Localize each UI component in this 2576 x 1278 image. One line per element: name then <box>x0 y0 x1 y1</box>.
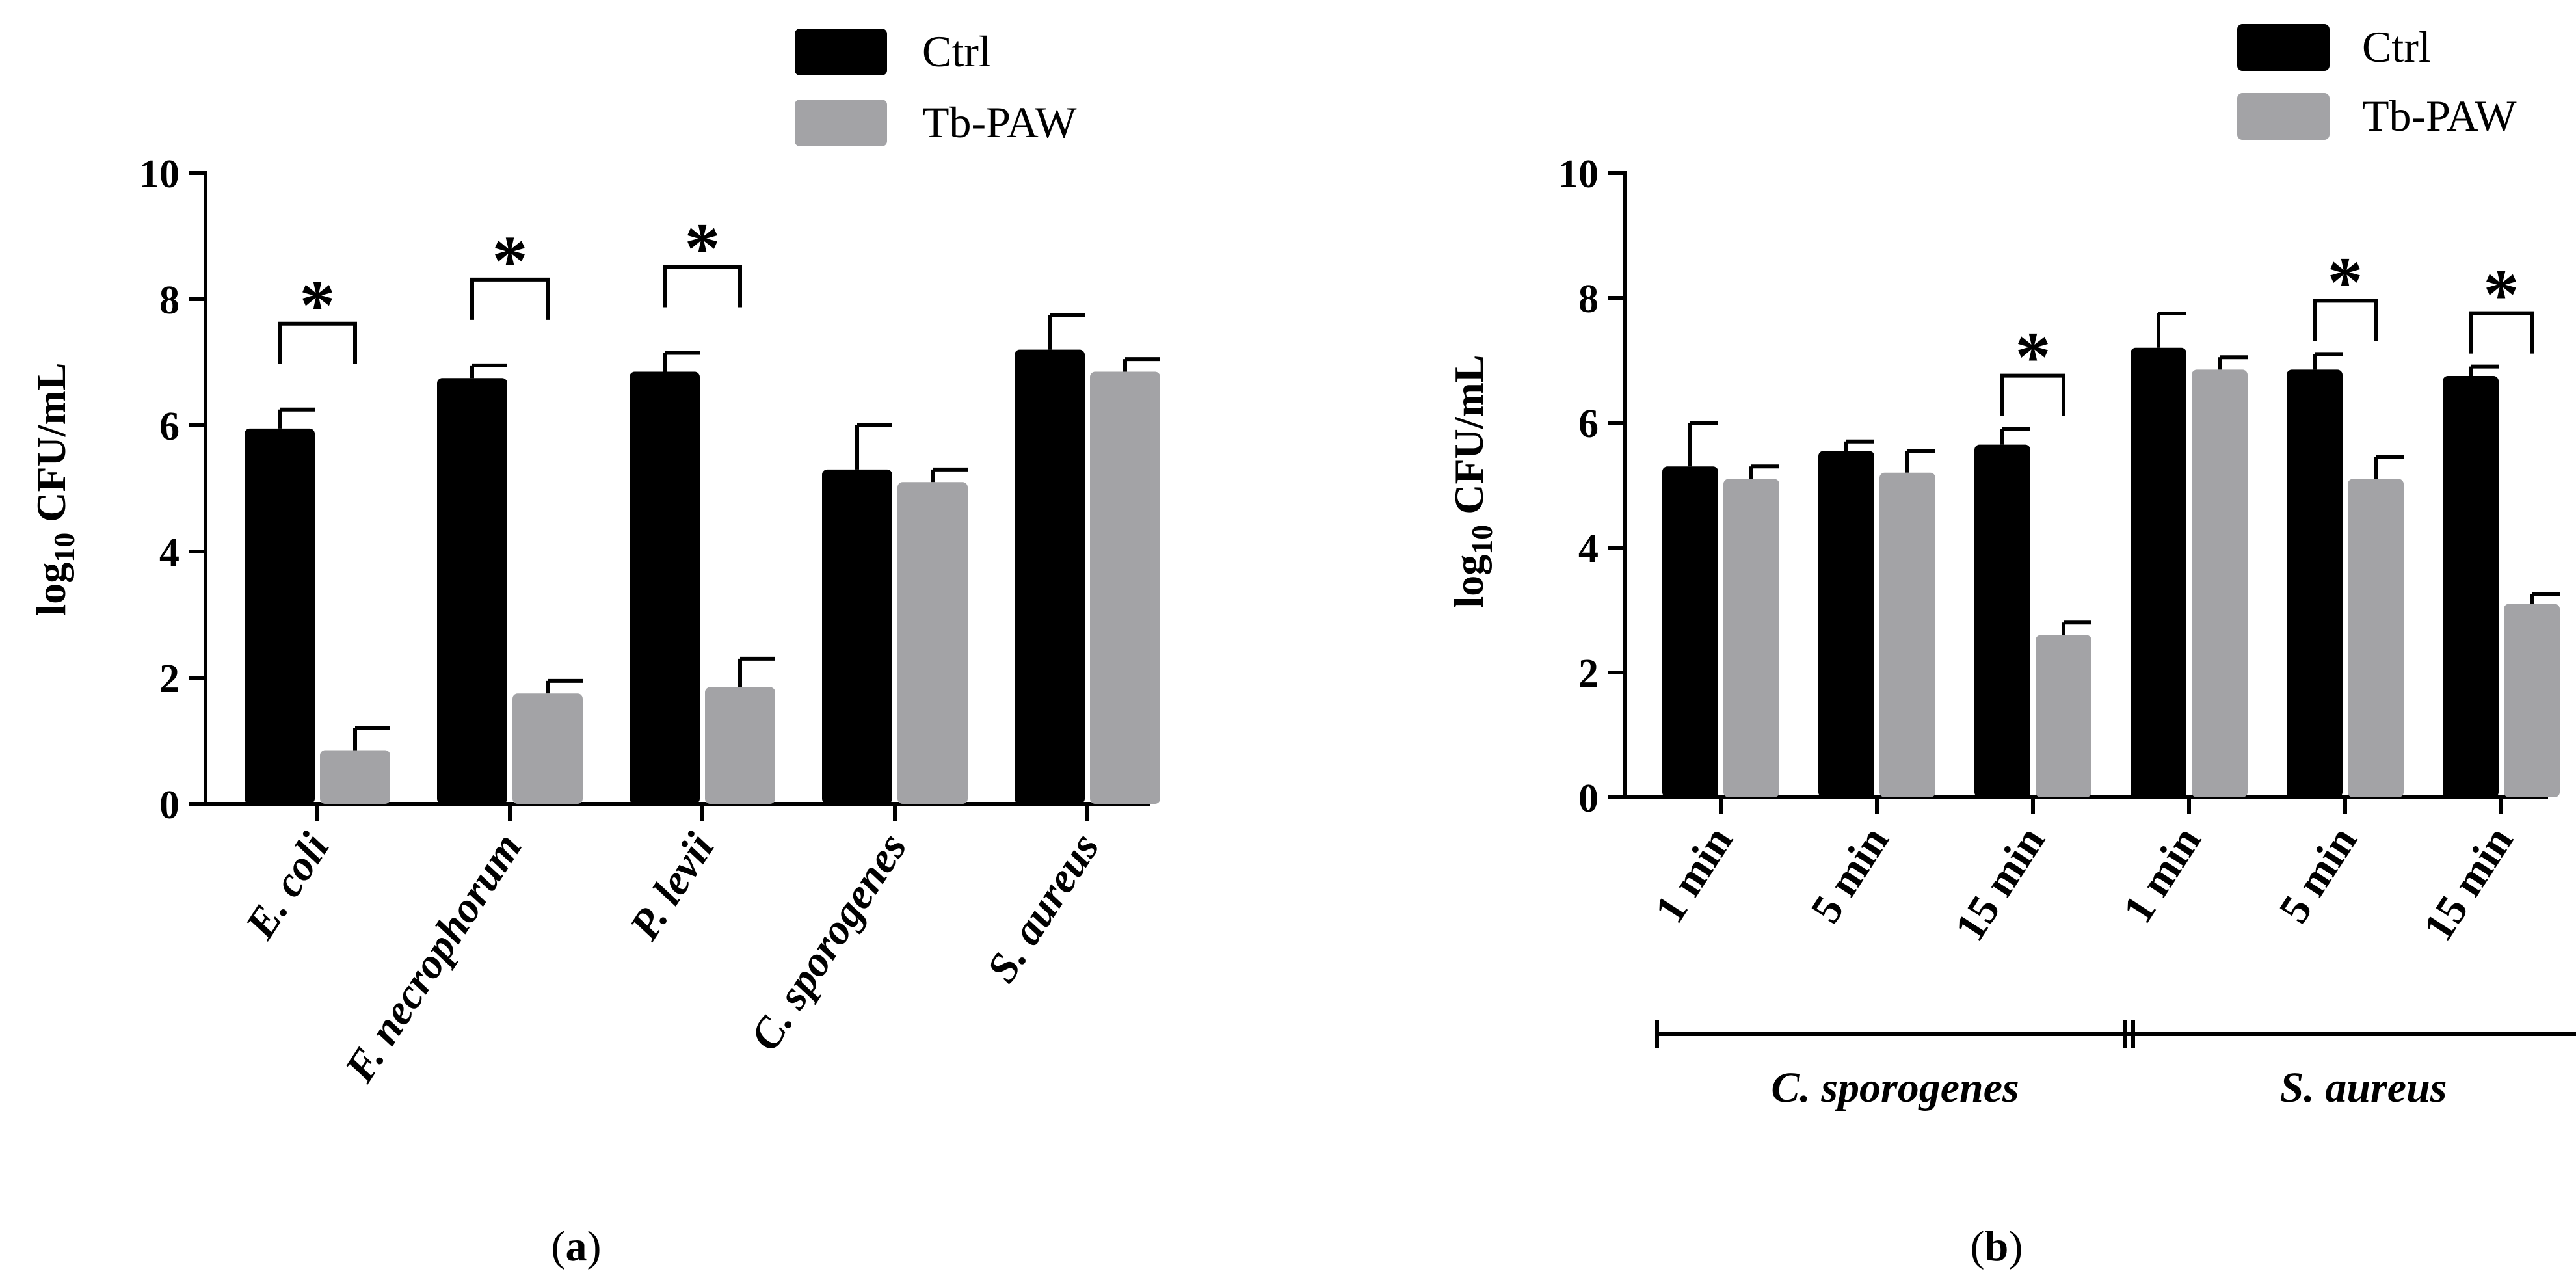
y-axis-label-main: log <box>1446 555 1492 608</box>
caption-close: ) <box>2008 1223 2023 1270</box>
bar-tbpaw <box>1723 479 1779 797</box>
panel-caption: (b) <box>1971 1223 2023 1270</box>
caption-close: ) <box>587 1223 602 1270</box>
y-tick-label: 6 <box>1578 402 1599 446</box>
bar-ctrl <box>2131 347 2186 797</box>
significance-bracket <box>2313 299 2378 341</box>
bar-ctrl <box>630 371 700 804</box>
significance-bracket <box>278 321 357 364</box>
legend-swatch-tbpaw <box>2237 93 2330 140</box>
legend-swatch-ctrl <box>795 29 887 75</box>
y-tick-label: 10 <box>139 152 179 196</box>
x-tick-label: S. aureus <box>978 825 1109 991</box>
x-tick-label: E. coli <box>236 825 339 948</box>
bar-tbpaw <box>705 687 775 804</box>
significance-star: * <box>492 221 528 300</box>
legend: Ctrl Tb-PAW <box>795 27 1077 147</box>
legend-label-tbpaw: Tb-PAW <box>922 98 1077 147</box>
caption-open: ( <box>1971 1223 1985 1270</box>
y-tick-label: 4 <box>159 531 179 575</box>
y-axis-label-rest: CFU/mL <box>28 362 74 532</box>
legend-swatch-ctrl <box>2237 24 2330 71</box>
y-axis-label-sub: 10 <box>47 533 81 563</box>
y-axis-label: log10 CFU/mL <box>28 362 81 615</box>
bar-tbpaw <box>2348 479 2404 797</box>
y-axis-label-rest: CFU/mL <box>1446 354 1492 524</box>
significance-star: * <box>2015 317 2051 397</box>
bar-ctrl <box>1974 444 2030 797</box>
bar-tbpaw <box>512 693 583 804</box>
bar-ctrl <box>2443 376 2499 797</box>
x-tick-label: 15 min <box>1946 818 2054 949</box>
significance-star: * <box>300 265 336 345</box>
x-tick-label: 1 min <box>2114 818 2210 931</box>
x-tick-label: P. levii <box>620 825 724 949</box>
y-axis-label-sub: 10 <box>1465 525 1498 555</box>
bar-ctrl <box>437 378 507 804</box>
y-tick-label: 8 <box>159 278 179 323</box>
caption-open: ( <box>551 1223 566 1270</box>
caption-letter: b <box>1985 1223 2009 1270</box>
bar-ctrl <box>1818 451 1874 797</box>
significance-bracket <box>470 277 550 320</box>
significance-star: * <box>685 208 721 287</box>
panel-caption: (a) <box>551 1223 602 1270</box>
bar-tbpaw <box>2504 604 2560 797</box>
y-tick-label: 10 <box>1558 152 1599 196</box>
y-axis-label: log10 CFU/mL <box>1446 354 1498 607</box>
x-tick-label: 1 min <box>1645 818 1742 931</box>
bar-tbpaw <box>1879 472 1935 797</box>
bar-ctrl <box>1015 349 1085 804</box>
legend: Ctrl Tb-PAW <box>2237 22 2517 140</box>
caption-letter: a <box>566 1223 587 1270</box>
y-tick-label: 4 <box>1578 527 1599 571</box>
bar-tbpaw <box>320 750 390 804</box>
bar-ctrl <box>822 469 892 804</box>
bar-tbpaw <box>897 482 968 804</box>
x-tick-label: C. sporogenes <box>741 825 916 1059</box>
bar-tbpaw <box>1090 371 1160 804</box>
group-label: S. aureus <box>2280 1064 2447 1112</box>
group-label: C. sporogenes <box>1771 1064 2019 1112</box>
y-tick-label: 2 <box>1578 652 1599 696</box>
legend-swatch-tbpaw <box>795 100 887 146</box>
y-tick-label: 2 <box>159 657 179 701</box>
bar-ctrl <box>1662 466 1718 797</box>
significance-bracket <box>2469 311 2534 354</box>
legend-label-tbpaw: Tb-PAW <box>2362 91 2517 140</box>
y-tick-label: 8 <box>1578 277 1599 321</box>
legend-label-ctrl: Ctrl <box>2362 22 2431 72</box>
significance-star: * <box>2484 255 2519 334</box>
x-tick-label: 5 min <box>2270 818 2366 931</box>
significance-bracket <box>2000 373 2065 416</box>
bar-ctrl <box>245 428 315 804</box>
bar-tbpaw <box>2192 369 2248 797</box>
significance-bracket <box>663 265 742 308</box>
y-tick-label: 0 <box>159 783 179 827</box>
x-tick-label: 5 min <box>1801 818 1898 931</box>
x-tick-label: 15 min <box>2414 818 2522 949</box>
y-tick-label: 0 <box>1578 777 1599 821</box>
y-tick-label: 6 <box>159 405 179 449</box>
y-axis-label-main: log <box>28 563 74 616</box>
bar-tbpaw <box>2036 635 2091 797</box>
x-tick-label: F. necrophorum <box>336 825 531 1091</box>
legend-label-ctrl: Ctrl <box>922 27 991 76</box>
bar-ctrl <box>2287 369 2343 797</box>
significance-star: * <box>2328 242 2363 321</box>
